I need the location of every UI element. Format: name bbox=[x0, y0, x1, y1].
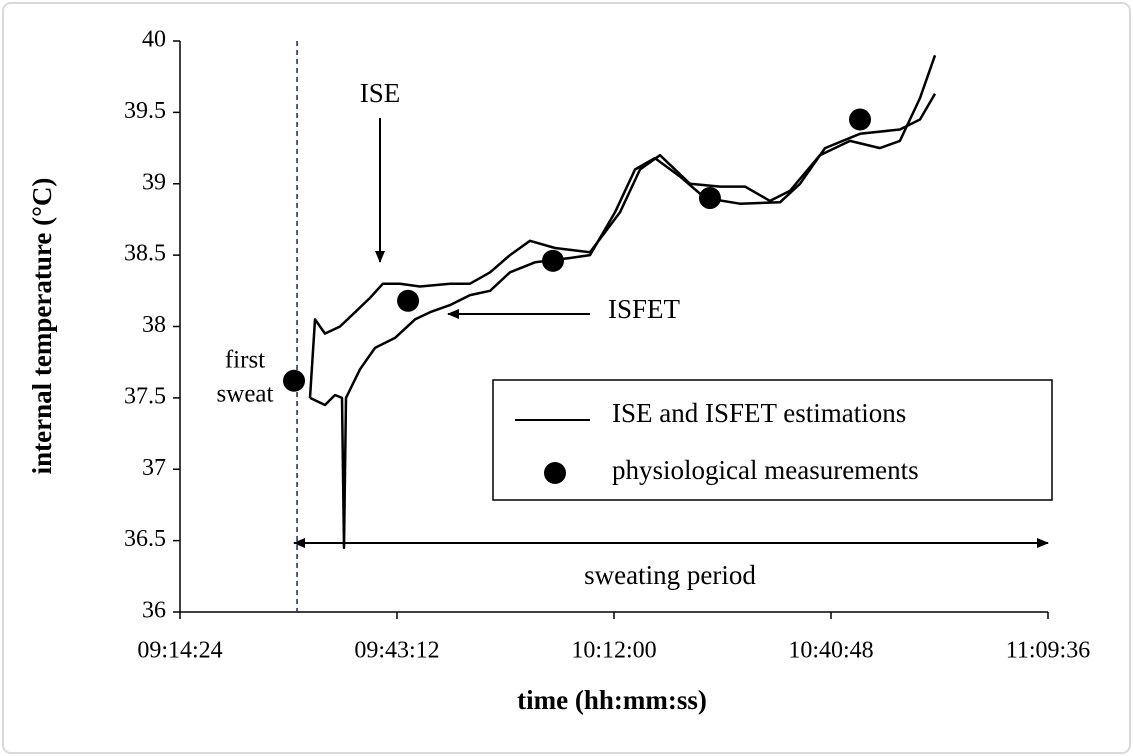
point bbox=[283, 369, 306, 392]
x-axis-label: time (hh:mm:ss) bbox=[517, 685, 707, 715]
x-tick-label: 09:43:12 bbox=[354, 638, 439, 664]
x-tick-label: 09:14:24 bbox=[137, 638, 222, 664]
first-sweat-label: sweat bbox=[217, 381, 274, 408]
x-tick-label: 10:12:00 bbox=[571, 638, 656, 664]
line bbox=[309, 93, 937, 550]
y-tick-label: 40 bbox=[142, 27, 166, 53]
legend-label: ISE and ISFET estimations bbox=[612, 398, 906, 428]
ise-label: ISE bbox=[360, 78, 401, 108]
y-tick-label: 38.5 bbox=[124, 241, 166, 267]
y-tick-label: 36 bbox=[142, 598, 166, 624]
isfet-label: ISFET bbox=[608, 294, 681, 324]
point bbox=[698, 187, 721, 210]
legend bbox=[492, 379, 1053, 501]
point bbox=[397, 289, 420, 312]
x-tick-label: 11:09:36 bbox=[1006, 638, 1090, 664]
legend-dot bbox=[544, 462, 566, 484]
y-tick-label: 37 bbox=[142, 455, 166, 481]
y-tick-label: 39.5 bbox=[124, 98, 166, 124]
y-tick-label: 38 bbox=[142, 312, 166, 338]
first-sweat-label: first bbox=[225, 347, 265, 374]
y-tick-label: 39 bbox=[142, 169, 166, 195]
line bbox=[308, 54, 937, 398]
y-tick-label: 36.5 bbox=[124, 526, 166, 552]
point bbox=[849, 108, 872, 131]
x-tick-label: 10:40:48 bbox=[788, 638, 873, 664]
y-axis-label: internal temperature (°C) bbox=[27, 178, 57, 475]
point bbox=[541, 249, 564, 272]
period-label: sweating period bbox=[584, 560, 756, 590]
y-tick-label: 37.5 bbox=[124, 383, 166, 409]
legend-label: physiological measurements bbox=[612, 455, 919, 485]
